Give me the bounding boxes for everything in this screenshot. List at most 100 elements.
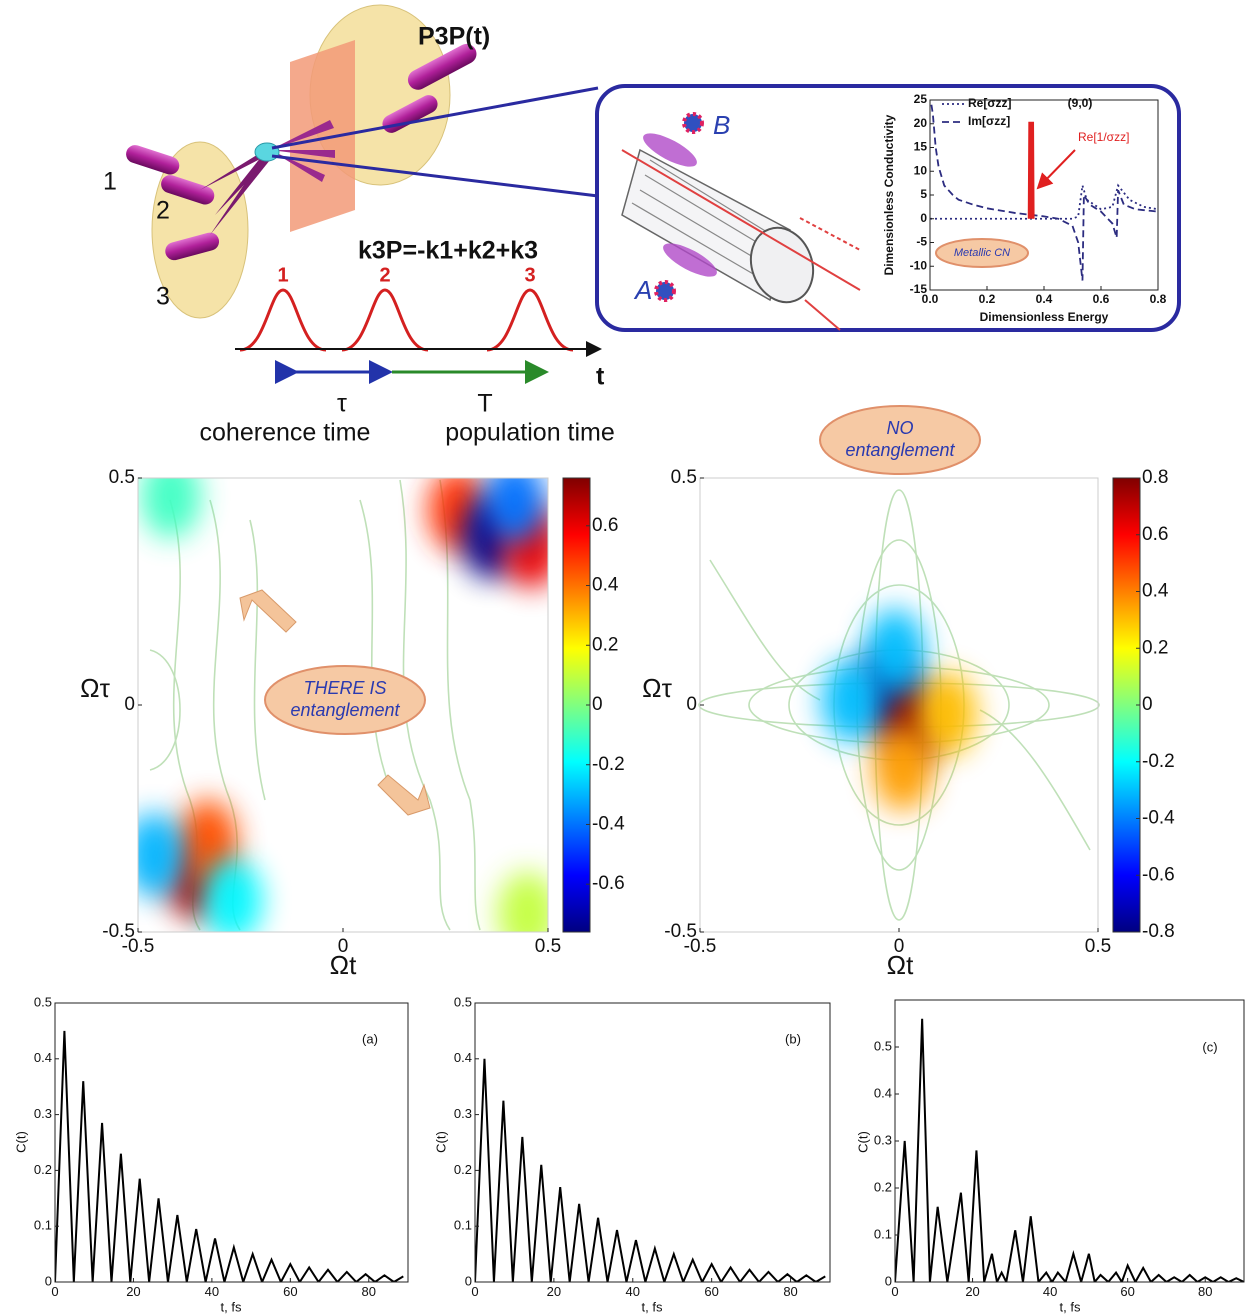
- beam-cylinder: [126, 145, 180, 175]
- annotation-bubble: [819, 405, 981, 475]
- wavevector-label: k3P=-k1+k2+k3: [358, 237, 538, 265]
- beam-cylinder: [382, 95, 438, 133]
- y-axis-label: Dimensionless Conductivity: [882, 114, 896, 275]
- data-line: [895, 1018, 1244, 1282]
- heat-blob: [485, 478, 546, 543]
- beam-cone: [210, 155, 270, 235]
- x-tick-label: 80: [1198, 1284, 1212, 1299]
- annotation: NO: [887, 418, 914, 438]
- colorbar-tick-label: 0.8: [1142, 467, 1168, 488]
- legend-label: Re[σzz]: [968, 96, 1012, 110]
- y-tick-label: 25: [914, 92, 928, 106]
- x-tick-label: -0.5: [684, 936, 717, 957]
- pulse: [341, 288, 429, 352]
- signal-label: P3P(t): [418, 23, 490, 51]
- x-axis-label: Ωt: [887, 950, 914, 980]
- interval-symbol: T: [477, 390, 492, 418]
- y-tick-label: 0.5: [874, 1038, 892, 1053]
- annotation: THERE IS: [303, 678, 386, 698]
- y-tick-label: 0.3: [874, 1132, 892, 1147]
- x-tick-label: 0: [471, 1284, 478, 1299]
- x-tick-label: 0: [894, 936, 905, 957]
- y-tick-label: 0.4: [874, 1085, 892, 1100]
- data-line: [930, 104, 1158, 281]
- interval-label: coherence time: [200, 419, 371, 447]
- y-tick-label: 0.1: [454, 1218, 472, 1233]
- y-tick-label: 0: [45, 1273, 52, 1288]
- y-tick-label: 0.3: [34, 1106, 52, 1121]
- hint-arrow: [377, 774, 431, 816]
- data-line: [1027, 121, 1035, 219]
- annotation: Metallic CN: [954, 247, 1010, 259]
- plot-area: [930, 104, 1158, 281]
- colorbar-tick-label: -0.6: [1142, 864, 1175, 885]
- beam-cylinder: [407, 43, 477, 90]
- annotation: entanglement: [290, 700, 400, 720]
- y-tick-label: 15: [914, 140, 928, 154]
- beam-label: 1: [103, 168, 117, 196]
- interval-symbol: τ: [337, 390, 347, 418]
- beam-label: 3: [156, 283, 170, 311]
- chart: -0.6 -0.4 -0.2 0 0.2 0.4 0.6 THERE ISentangleme…: [80, 467, 625, 980]
- heat-blob: [916, 672, 977, 757]
- x-tick-label: 60: [1120, 1284, 1134, 1299]
- y-axis-label: C(t): [13, 1131, 28, 1153]
- pulse: [486, 288, 574, 352]
- x-tick-label: -0.5: [122, 936, 155, 957]
- colorbar-tick-label: 0.4: [592, 575, 619, 596]
- pulse-label: 3: [524, 264, 535, 286]
- y-tick-label: 10: [914, 163, 928, 177]
- chart: 0 20 40 60 80 0 0.1 0.2 0.3 0.4 0.5 t, fs C(t) (a): [13, 994, 409, 1314]
- colorbar-tick-label: -0.2: [592, 754, 625, 775]
- y-tick-label: 0.4: [34, 1050, 52, 1065]
- heat-blob: [497, 871, 548, 932]
- x-axis-label: Ωt: [330, 950, 357, 980]
- molecule-label: A: [633, 275, 652, 305]
- x-tick-label: 60: [704, 1284, 718, 1299]
- x-tick-label: 0.2: [979, 292, 996, 306]
- beam-cone: [200, 150, 265, 190]
- axes-frame: [894, 999, 1245, 1283]
- colorbar-tick-label: -0.2: [1142, 751, 1175, 772]
- y-tick-label: -0.5: [102, 921, 135, 942]
- annotation: entanglement: [845, 440, 955, 460]
- plot-area: [821, 608, 977, 811]
- data-line: [475, 1058, 826, 1282]
- annotation-bubble: [935, 238, 1029, 268]
- beam-cone: [270, 150, 335, 158]
- x-tick-label: 0: [51, 1284, 58, 1299]
- plot-area: [55, 1030, 404, 1282]
- axes-frame: [474, 1002, 831, 1283]
- x-tick-label: 0.0: [922, 292, 939, 306]
- x-tick-label: 40: [626, 1284, 640, 1299]
- x-tick-label: 0.6: [1093, 292, 1110, 306]
- arrows: [239, 149, 1076, 816]
- y-tick-label: 0.5: [109, 467, 135, 488]
- y-tick-label: 5: [920, 187, 927, 201]
- molecule-label: B: [713, 110, 730, 140]
- y-tick-label: 0: [920, 211, 927, 225]
- data-line: [55, 1030, 404, 1282]
- plot-area: [475, 1058, 826, 1282]
- pulse-label: 1: [277, 264, 288, 286]
- x-tick-label: 80: [362, 1284, 376, 1299]
- heat-blob: [865, 608, 926, 693]
- data-line: [930, 183, 1158, 220]
- x-axis-label: t, fs: [642, 1299, 663, 1314]
- time-axis-label: t: [596, 363, 605, 391]
- axes-frame: [54, 1002, 409, 1283]
- heat-blob: [202, 858, 263, 932]
- series-label: Re[1/σzz]: [1078, 130, 1129, 144]
- chart: -0.8 -0.6 -0.4 -0.2 0 0.2 0.4 0.6 0.8 NOentanglem…: [642, 405, 1175, 980]
- y-tick-label: 0.2: [454, 1162, 472, 1177]
- y-axis-label: Ωτ: [80, 673, 110, 703]
- y-tick-label: 0.5: [34, 994, 52, 1009]
- heat-blob: [872, 726, 933, 811]
- beam-cone: [270, 120, 334, 150]
- colorbar-tick-label: 0.2: [1142, 637, 1168, 658]
- beam-cone: [215, 152, 268, 215]
- colorbar-tick-label: -0.6: [592, 873, 625, 894]
- x-axis-label: t, fs: [221, 1299, 242, 1314]
- y-tick-label: 0: [124, 694, 135, 715]
